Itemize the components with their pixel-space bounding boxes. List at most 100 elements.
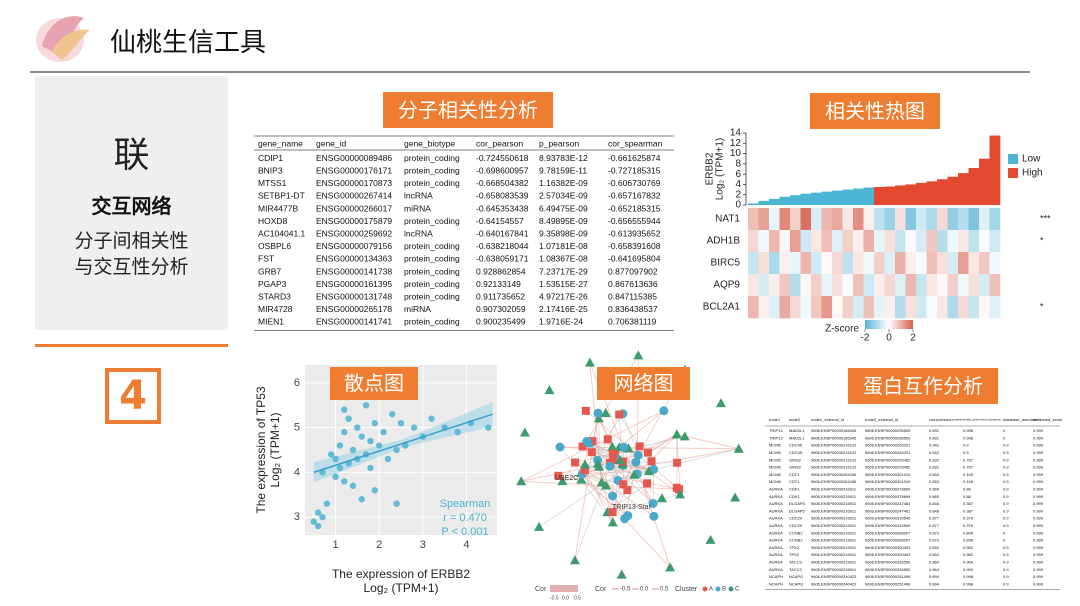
table-cell: 0.877 xyxy=(929,523,940,528)
table-cell: 2.57034E-09 xyxy=(539,191,588,201)
table-cell: AURKA xyxy=(769,545,783,550)
heat-cell xyxy=(769,296,780,319)
legend-tick: 0.5 xyxy=(660,587,669,593)
edge xyxy=(605,485,629,516)
legend-label: Low xyxy=(1022,154,1041,165)
table-cell: 0.9 xyxy=(1003,501,1009,506)
node xyxy=(534,521,545,531)
table-cell: ENSG00000266017 xyxy=(316,203,392,213)
table-cell: 0.832 xyxy=(929,457,940,462)
heat-cell xyxy=(989,230,1001,253)
heat-cell xyxy=(979,230,990,253)
table-cell: AC104041.1 xyxy=(258,228,306,238)
heat-cell xyxy=(853,296,864,319)
node xyxy=(647,457,656,466)
legend-label: B xyxy=(722,587,726,593)
node xyxy=(673,458,682,467)
heat-cell xyxy=(895,252,906,275)
heat-cell xyxy=(790,208,801,231)
heat-cell xyxy=(926,252,938,275)
table-cell: 9.35898E-09 xyxy=(539,228,588,238)
heat-cell xyxy=(832,274,843,297)
annotation: P < 0.001 xyxy=(441,526,488,538)
x-tick-label: 4 xyxy=(463,539,469,551)
y-tick-label: 6 xyxy=(294,377,300,389)
table-cell: 0.999 xyxy=(1033,538,1044,543)
bar xyxy=(968,167,980,205)
legend-tick: 0.5 xyxy=(574,595,581,601)
edge xyxy=(647,434,678,453)
point xyxy=(485,424,492,431)
node xyxy=(705,534,716,544)
table-cell: 0.9 xyxy=(963,450,969,455)
table-cell: 0 xyxy=(1003,530,1006,535)
table-cell: MTSS1 xyxy=(258,178,287,188)
table-cell: -0.658391608 xyxy=(608,241,661,251)
table-cell: -0.727185315 xyxy=(608,165,661,175)
x-tick-label: 1 xyxy=(332,539,338,551)
column-header: coexpression xyxy=(929,417,953,422)
node xyxy=(715,398,726,408)
row-label: NAT1 xyxy=(715,214,740,225)
heat-cell xyxy=(758,274,770,297)
table-cell: MIEN1 xyxy=(258,317,284,327)
node xyxy=(607,441,618,451)
table-cell: 9606.ENSP00000216911 xyxy=(811,530,857,535)
table-cell: ENSG00000259692 xyxy=(316,228,392,238)
table-cell: miRNA xyxy=(404,203,431,213)
column-header: database_annotated xyxy=(1003,417,1039,422)
table-cell: AURKA xyxy=(769,494,783,499)
table-cell: SETBP1-DT xyxy=(258,191,305,201)
heat-cell xyxy=(916,208,927,231)
y-tick-label: 4 xyxy=(294,466,300,478)
table-cell: 0.999 xyxy=(1033,472,1044,477)
y-tick-label: 6 xyxy=(735,169,741,180)
table-cell: 0.852 xyxy=(929,545,940,550)
y-tick-label: 0 xyxy=(735,200,741,211)
table-cell: NCAPH xyxy=(769,581,783,586)
heat-cell xyxy=(842,208,854,231)
heat-cell xyxy=(884,208,896,231)
table-cell: ENSG00000089486 xyxy=(316,153,392,163)
edge xyxy=(586,441,654,504)
node xyxy=(616,569,627,579)
table-cell: 9606.ENSP00000301019 xyxy=(865,479,911,484)
table-cell: 9606.ENSP00000378699 xyxy=(865,494,911,499)
table-cell: 0.999 xyxy=(1033,552,1044,557)
table-cell: 0.379 xyxy=(963,516,974,521)
heat-cell xyxy=(832,230,843,253)
table-cell: 0 xyxy=(1003,428,1006,433)
heat-cell xyxy=(874,274,885,297)
fit-line xyxy=(313,413,493,474)
table-cell: 0.9 xyxy=(1003,559,1009,564)
heat-cell xyxy=(842,274,854,297)
node xyxy=(643,466,654,476)
table-cell: 0.387 xyxy=(963,508,974,513)
heat-cell xyxy=(821,274,833,297)
heat-cell xyxy=(947,252,959,275)
table-cell: 0.865 xyxy=(929,494,940,499)
table-cell: 9606.ENSP00000251496 xyxy=(865,581,911,586)
table-cell: MCM5 xyxy=(769,450,782,455)
table-cell: 0.9 xyxy=(1003,457,1009,462)
colorbar-tick-label: -2 xyxy=(861,333,870,344)
heat-cell xyxy=(769,252,780,275)
node xyxy=(576,474,587,484)
table-cell: 0.9 xyxy=(1003,574,1009,579)
table-cell: 9606.ENSP00000288207 xyxy=(865,530,911,535)
table-cell: ENSG00000170873 xyxy=(316,178,392,188)
table-cell: 9606.ENSP00000296509 xyxy=(865,428,911,433)
table-cell: 0.165 xyxy=(963,472,974,477)
node xyxy=(629,469,640,479)
table-cell: 0.998 xyxy=(963,435,974,440)
table-cell: 0 xyxy=(1003,435,1006,440)
row-label: ADH1B xyxy=(707,236,741,247)
heat-cell xyxy=(779,252,791,275)
legend-swatch xyxy=(1008,154,1018,164)
node xyxy=(619,480,628,489)
edge xyxy=(612,493,681,513)
table-cell: 0.998 xyxy=(963,428,974,433)
table-cell: 0.9 xyxy=(1003,479,1009,484)
table-cell: 9606.ENSP00000240423 xyxy=(811,581,857,586)
node xyxy=(671,429,682,439)
